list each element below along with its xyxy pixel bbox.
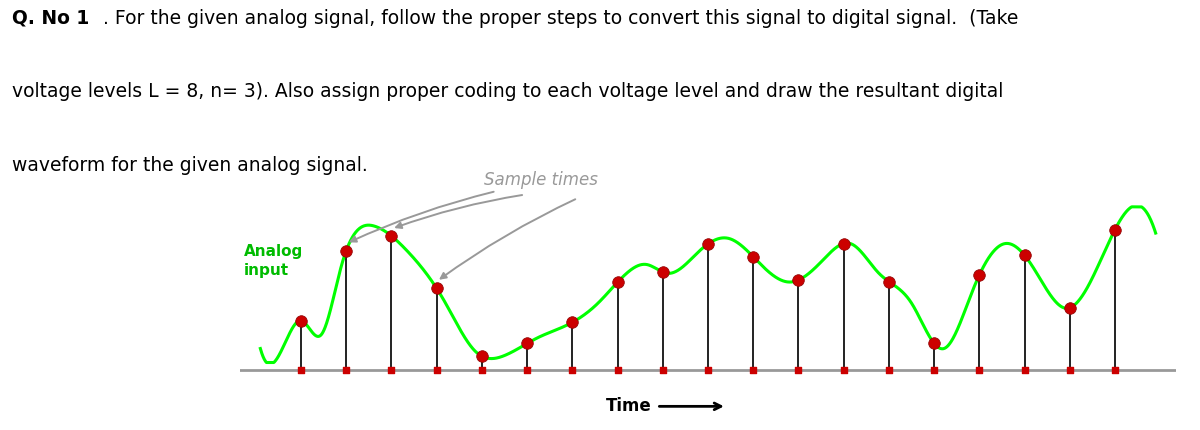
Point	[788, 276, 808, 283]
Text: Q. No 1: Q. No 1	[12, 9, 89, 28]
Point	[1105, 366, 1124, 373]
Point	[608, 279, 628, 286]
Point	[427, 285, 446, 292]
Text: Sample times: Sample times	[484, 171, 598, 189]
Point	[337, 247, 356, 254]
Text: Analog
input: Analog input	[244, 244, 304, 278]
Point	[924, 366, 943, 373]
Point	[427, 366, 446, 373]
Point	[517, 366, 536, 373]
Point	[517, 340, 536, 347]
Point	[1015, 366, 1034, 373]
Point	[744, 253, 763, 260]
Point	[382, 233, 401, 240]
Point	[563, 366, 582, 373]
Point	[653, 366, 672, 373]
Point	[698, 240, 718, 247]
Point	[608, 366, 628, 373]
Text: Time: Time	[606, 397, 652, 415]
Point	[880, 278, 899, 285]
Point	[970, 366, 989, 373]
Point	[1060, 366, 1079, 373]
Text: voltage levels L = 8, n= 3). Also assign proper coding to each voltage level and: voltage levels L = 8, n= 3). Also assign…	[12, 82, 1003, 101]
Point	[744, 366, 763, 373]
Point	[473, 353, 492, 359]
Point	[563, 319, 582, 326]
Point	[788, 366, 808, 373]
Point	[880, 366, 899, 373]
Text: waveform for the given analog signal.: waveform for the given analog signal.	[12, 156, 367, 175]
Point	[1015, 252, 1034, 259]
Point	[653, 269, 672, 276]
Point	[924, 340, 943, 347]
Point	[382, 366, 401, 373]
Point	[1105, 226, 1124, 233]
Point	[292, 366, 311, 373]
Point	[698, 366, 718, 373]
Point	[834, 240, 853, 247]
Point	[292, 317, 311, 324]
Point	[473, 366, 492, 373]
Point	[337, 366, 356, 373]
Point	[834, 366, 853, 373]
Point	[1060, 304, 1079, 311]
Text: . For the given analog signal, follow the proper steps to convert this signal to: . For the given analog signal, follow th…	[102, 9, 1018, 28]
Point	[970, 272, 989, 279]
